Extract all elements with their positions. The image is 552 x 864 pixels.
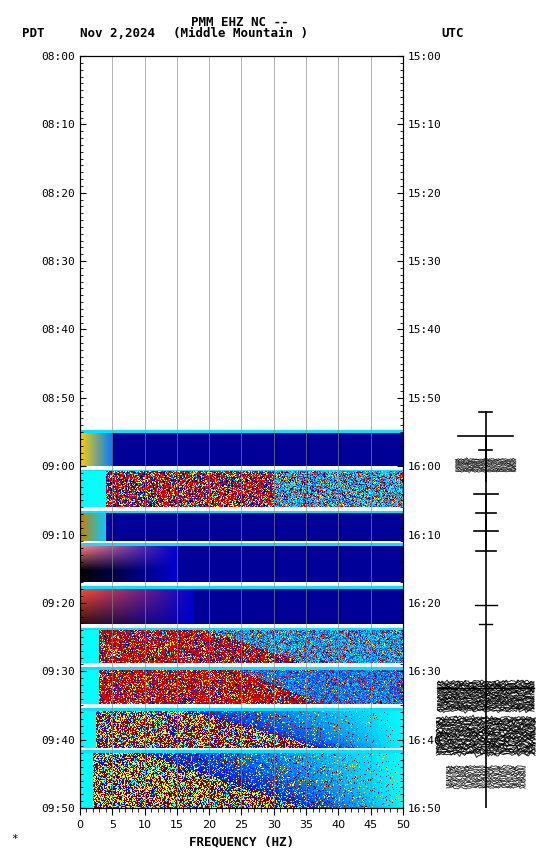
- Text: Nov 2,2024: Nov 2,2024: [80, 27, 155, 40]
- Text: UTC: UTC: [442, 27, 464, 40]
- Text: PMM EHZ NC --: PMM EHZ NC --: [192, 16, 289, 29]
- Text: (Middle Mountain ): (Middle Mountain ): [173, 27, 307, 40]
- Text: PDT: PDT: [22, 27, 45, 40]
- X-axis label: FREQUENCY (HZ): FREQUENCY (HZ): [189, 835, 294, 848]
- Text: *: *: [11, 835, 18, 844]
